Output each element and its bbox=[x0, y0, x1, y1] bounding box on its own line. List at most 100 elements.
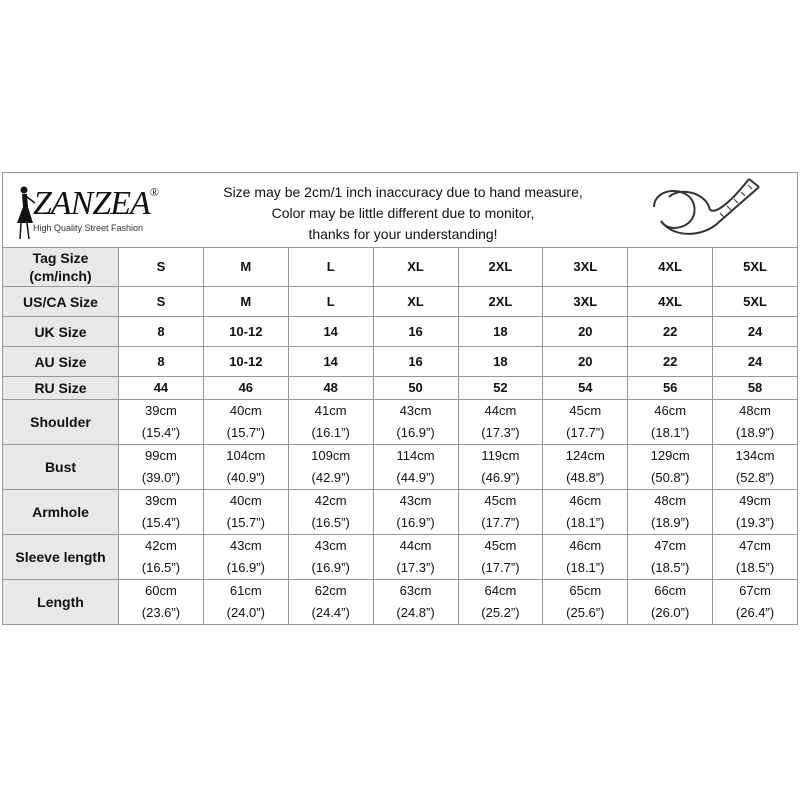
cell-line: 58 bbox=[747, 380, 763, 395]
cell-line: (18.5”) bbox=[651, 560, 690, 575]
cell-line: 46 bbox=[238, 380, 254, 395]
table-cell: 18 bbox=[457, 316, 544, 347]
cell-line: 66cm bbox=[654, 583, 687, 598]
cell-line: 109cm bbox=[311, 448, 351, 463]
table-cell: 56 bbox=[627, 376, 714, 400]
table-cell: 22 bbox=[627, 316, 714, 347]
row-label: Shoulder bbox=[2, 399, 119, 445]
cell-line: 43cm bbox=[314, 538, 347, 553]
cell-line: 16 bbox=[408, 353, 423, 369]
table-cell: M bbox=[202, 247, 289, 287]
table-cell: 14 bbox=[287, 346, 374, 377]
table-cell: 4XL bbox=[627, 247, 714, 287]
cell-line: (44.9”) bbox=[396, 470, 435, 485]
table-cell: 18 bbox=[457, 346, 544, 377]
cell-line: 14 bbox=[323, 323, 338, 339]
cell-line: 39cm bbox=[145, 493, 177, 508]
label-line: AU Size bbox=[34, 353, 87, 370]
table-cell: 48cm (18.9”) bbox=[627, 489, 714, 535]
table-cell: 3XL bbox=[542, 286, 629, 317]
cell-line: 8 bbox=[157, 323, 165, 339]
cell-line: 10-12 bbox=[229, 353, 263, 369]
cell-line: 3XL bbox=[573, 293, 598, 309]
cell-line: 104cm bbox=[226, 448, 266, 463]
table-cell: S bbox=[118, 286, 204, 317]
table-cell: 14 bbox=[287, 316, 374, 347]
cell-line: (16.5”) bbox=[141, 560, 181, 575]
tagline: High Quality Street Fashion bbox=[33, 223, 144, 233]
table-cell: 64cm (25.2”) bbox=[457, 579, 544, 625]
table-row: UK Size 8 10-12 14 16 18 20 22 24 bbox=[2, 316, 798, 347]
table-row: Bust 99cm (39.0”) 104cm (40.9”) 109cm (42.9”) 1… bbox=[2, 444, 798, 490]
cell-line: (16.9”) bbox=[311, 560, 350, 575]
row-label: US/CA Size bbox=[2, 286, 119, 317]
size-chart: ZANZEA® High Quality Street Fashion Size… bbox=[2, 172, 798, 625]
cell-line: 16 bbox=[408, 323, 423, 339]
table-cell: XL bbox=[372, 247, 459, 287]
cell-line: 14 bbox=[323, 353, 338, 369]
cell-line: 47cm bbox=[739, 538, 771, 553]
brand: ZANZEA® bbox=[33, 185, 159, 223]
table-cell: 50 bbox=[372, 376, 459, 400]
table-row: AU Size 8 10-12 14 16 18 20 22 24 bbox=[2, 346, 798, 377]
row-label: Bust bbox=[2, 444, 119, 490]
table-cell: 48 bbox=[287, 376, 374, 400]
table-cell: 129cm (50.8”) bbox=[627, 444, 714, 490]
table-cell: 134cm (52.8”) bbox=[712, 444, 798, 490]
cell-line: 43cm bbox=[399, 493, 432, 508]
label-line: UK Size bbox=[34, 323, 87, 340]
cell-line: 40cm bbox=[229, 493, 262, 508]
cell-line: 50 bbox=[408, 380, 423, 395]
cell-line: XL bbox=[407, 259, 424, 274]
cell-line: 64cm bbox=[484, 583, 517, 598]
table-cell: 104cm (40.9”) bbox=[202, 444, 289, 490]
table-cell: 45cm (17.7”) bbox=[457, 534, 544, 580]
cell-line: 10-12 bbox=[229, 323, 263, 339]
label-line: Bust bbox=[44, 459, 77, 475]
cell-line: 4XL bbox=[658, 293, 683, 309]
table-cell: 67cm (26.4”) bbox=[712, 579, 798, 625]
cell-line: 39cm bbox=[145, 403, 177, 418]
row-label: UK Size bbox=[2, 316, 119, 347]
table-row: Length 60cm (23.6”) 61cm (24.0”) 62cm (24.4”) 6… bbox=[2, 579, 798, 625]
row-label: AU Size bbox=[2, 346, 119, 377]
cell-line: (16.1”) bbox=[311, 425, 350, 440]
table-cell: 20 bbox=[542, 346, 629, 377]
cell-line: 22 bbox=[662, 353, 678, 369]
table-cell: 44cm (17.3”) bbox=[372, 534, 459, 580]
cell-line: 48 bbox=[323, 380, 338, 395]
cell-line: 44cm bbox=[484, 403, 517, 418]
brand-name: ZANZEA bbox=[33, 185, 151, 222]
table-cell: 39cm (15.4”) bbox=[118, 489, 204, 535]
table-cell: 24 bbox=[712, 346, 798, 377]
size-table: Tag Size (cm/inch) S M L XL 2XL 3XL 4XL 5XL US/CA … bbox=[2, 247, 798, 625]
cell-line: 40cm bbox=[229, 403, 262, 418]
cell-line: 43cm bbox=[399, 403, 432, 418]
cell-line: (19.3”) bbox=[735, 515, 775, 530]
table-cell: 47cm (18.5”) bbox=[627, 534, 714, 580]
cell-line: (42.9”) bbox=[311, 470, 350, 485]
table-cell: 10-12 bbox=[202, 346, 289, 377]
table-cell: 61cm (24.0”) bbox=[202, 579, 289, 625]
table-cell: 43cm (16.9”) bbox=[372, 399, 459, 445]
cell-line: 20 bbox=[578, 323, 593, 339]
cell-line: (25.6”) bbox=[566, 605, 605, 620]
cell-line: (24.0”) bbox=[226, 605, 265, 620]
table-cell: 124cm (48.8”) bbox=[542, 444, 629, 490]
table-cell: 43cm (16.9”) bbox=[287, 534, 374, 580]
cell-line: 4XL bbox=[658, 259, 683, 274]
cell-line: XL bbox=[407, 293, 424, 309]
cell-line: (25.2”) bbox=[481, 605, 520, 620]
row-label: Sleeve length bbox=[2, 534, 119, 580]
table-cell: 114cm (44.9”) bbox=[372, 444, 459, 490]
cell-line: 134cm bbox=[735, 448, 775, 463]
cell-line: M bbox=[240, 259, 252, 274]
cell-line: 24 bbox=[747, 353, 763, 369]
cell-line: 60cm bbox=[145, 583, 177, 598]
table-cell: 46cm (18.1”) bbox=[627, 399, 714, 445]
cell-line: 44cm bbox=[399, 538, 432, 553]
cell-line: 54 bbox=[578, 380, 593, 395]
cell-line: 46cm bbox=[569, 538, 602, 553]
cell-line: 5XL bbox=[743, 293, 767, 309]
cell-line: 41cm bbox=[314, 403, 347, 418]
